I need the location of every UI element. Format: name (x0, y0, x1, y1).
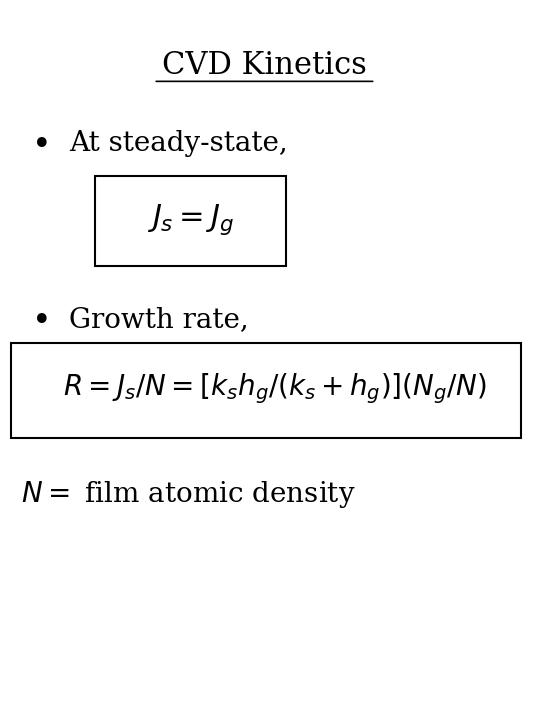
Text: •: • (32, 130, 51, 161)
Text: Growth rate,: Growth rate, (69, 306, 248, 333)
Text: $N = $ film atomic density: $N = $ film atomic density (21, 479, 356, 510)
Text: $J_s = J_g$: $J_s = J_g$ (147, 202, 234, 237)
Text: CVD Kinetics: CVD Kinetics (162, 50, 367, 81)
Text: $R = J_s/N = [ k_sh_g / (k_s + h_g) ] (N_g/N)$: $R = J_s/N = [ k_sh_g / (k_s + h_g) ] (N… (63, 372, 487, 406)
Text: At steady-state,: At steady-state, (69, 130, 287, 157)
Text: •: • (32, 306, 51, 338)
